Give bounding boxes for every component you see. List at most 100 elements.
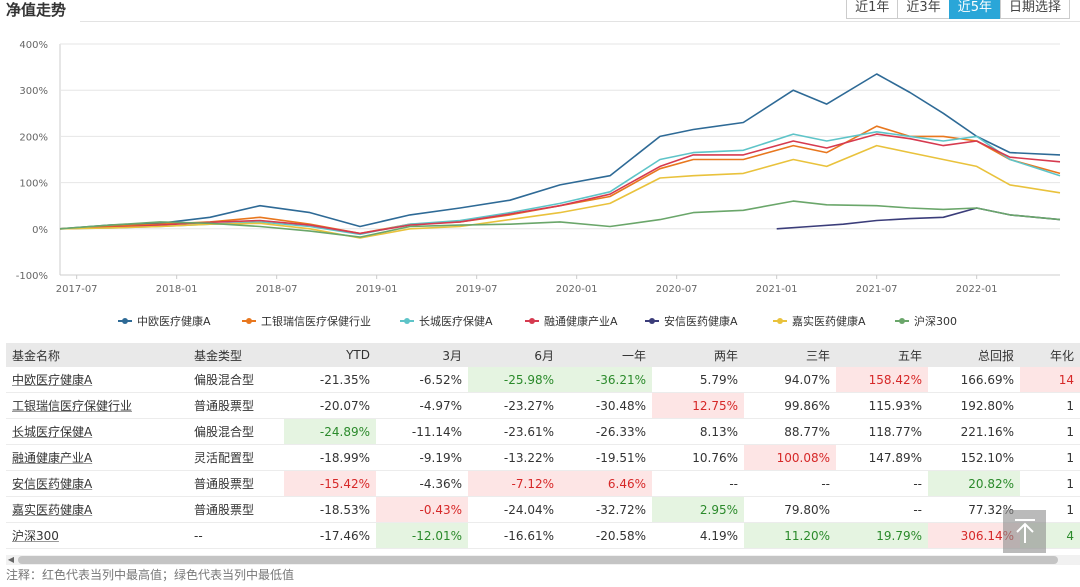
- return-cell: 20.82%: [928, 470, 1020, 497]
- x-tick-label: 2018-01: [156, 284, 198, 295]
- column-header[interactable]: YTD: [284, 343, 376, 367]
- return-cell: 166.69%: [928, 367, 1020, 393]
- return-cell: -18.53%: [284, 496, 376, 523]
- return-cell: -24.04%: [468, 496, 560, 523]
- return-cell: 11.20%: [744, 522, 836, 549]
- return-cell: -9.19%: [376, 444, 468, 471]
- period-tab-3[interactable]: 日期选择: [999, 0, 1070, 19]
- return-cell: -13.22%: [468, 444, 560, 471]
- return-cell: -24.89%: [284, 418, 376, 445]
- return-cell: -36.21%: [560, 367, 652, 393]
- column-header[interactable]: 一年: [560, 343, 652, 367]
- return-cell: 192.80%: [928, 392, 1020, 419]
- return-cell: 1: [1020, 444, 1080, 471]
- table-note: 注释：红色代表当列中最高值；绿色代表当列中最低值: [6, 568, 295, 582]
- column-header[interactable]: 总回报: [928, 343, 1020, 367]
- legend-label: 融通健康产业A: [544, 315, 618, 328]
- legend-label: 长城医疗保健A: [419, 315, 493, 328]
- series-line-4: [776, 207, 1061, 230]
- legend-label: 中欧医疗健康A: [137, 315, 211, 328]
- fund-type-cell: 普通股票型: [188, 392, 284, 419]
- period-tab-2[interactable]: 近5年: [948, 0, 1001, 19]
- x-tick-label: 2020-07: [656, 284, 698, 295]
- return-cell: -23.61%: [468, 418, 560, 445]
- legend-swatch-icon: [400, 318, 414, 324]
- fund-name-link[interactable]: 长城医疗保健A: [12, 425, 93, 439]
- period-tab-1[interactable]: 近3年: [897, 0, 950, 19]
- column-header[interactable]: 基金名称: [6, 343, 188, 367]
- column-header[interactable]: 基金类型: [188, 343, 284, 367]
- legend-item-1[interactable]: 工银瑞信医疗保健行业: [242, 314, 371, 328]
- fund-name-cell: 沪深300: [6, 522, 188, 549]
- scroll-thumb[interactable]: [18, 556, 1058, 564]
- return-cell: 99.86%: [744, 392, 836, 419]
- fund-name-cell: 融通健康产业A: [6, 444, 188, 471]
- return-cell: 147.89%: [836, 444, 928, 471]
- legend-item-3[interactable]: 融通健康产业A: [525, 314, 618, 328]
- return-cell: -7.12%: [468, 470, 560, 497]
- legend-swatch-icon: [525, 318, 539, 324]
- fund-name-link[interactable]: 中欧医疗健康A: [12, 373, 93, 387]
- return-cell: -17.46%: [284, 522, 376, 549]
- legend-item-0[interactable]: 中欧医疗健康A: [118, 314, 211, 328]
- column-header[interactable]: 两年: [652, 343, 744, 367]
- chart-header: 净值走势 近1年 近3年 近5年 日期选择: [0, 0, 1080, 24]
- period-tab-0[interactable]: 近1年: [846, 0, 899, 19]
- return-cell: 8.13%: [652, 418, 744, 445]
- legend-item-6[interactable]: 沪深300: [895, 314, 957, 328]
- period-tabs: 近1年 近3年 近5年 日期选择: [846, 0, 1070, 19]
- column-header[interactable]: 6月: [468, 343, 560, 367]
- fund-name-cell: 长城医疗保健A: [6, 418, 188, 445]
- fund-type-cell: 普通股票型: [188, 496, 284, 523]
- fund-name-link[interactable]: 安信医药健康A: [12, 477, 93, 491]
- fund-name-link[interactable]: 嘉实医药健康A: [12, 503, 93, 517]
- return-cell: 1: [1020, 470, 1080, 497]
- legend-item-2[interactable]: 长城医疗保健A: [400, 314, 493, 328]
- column-header[interactable]: 年化: [1020, 343, 1080, 367]
- series-line-3: [59, 133, 1061, 235]
- return-cell: -6.52%: [376, 367, 468, 393]
- x-tick-label: 2020-01: [556, 284, 598, 295]
- legend-swatch-icon: [773, 318, 787, 324]
- fund-name-link[interactable]: 沪深300: [12, 529, 59, 543]
- legend-item-5[interactable]: 嘉实医药健康A: [773, 314, 866, 328]
- y-tick-label: 300%: [19, 86, 48, 97]
- series-line-1: [59, 125, 1061, 235]
- return-cell: 1: [1020, 418, 1080, 445]
- return-cell: 6.46%: [560, 470, 652, 497]
- return-cell: -20.58%: [560, 522, 652, 549]
- column-header[interactable]: 五年: [836, 343, 928, 367]
- fund-name-cell: 嘉实医药健康A: [6, 496, 188, 523]
- fund-name-link[interactable]: 工银瑞信医疗保健行业: [12, 399, 133, 413]
- fund-type-cell: 灵活配置型: [188, 444, 284, 471]
- nav-line-chart: 400% 300% 200% 100% 0% -100% 2017-07 2018-01 201…: [16, 40, 1061, 295]
- x-tick-label: 2022-01: [956, 284, 998, 295]
- y-tick-label: 100%: [19, 179, 48, 190]
- scroll-left-arrow-icon[interactable]: ◀: [7, 555, 15, 564]
- return-cell: 100.08%: [744, 444, 836, 471]
- back-to-top-button[interactable]: [1003, 510, 1046, 553]
- return-cell: -12.01%: [376, 522, 468, 549]
- return-cell: 79.80%: [744, 496, 836, 523]
- x-tick-label: 2021-01: [756, 284, 798, 295]
- return-cell: 88.77%: [744, 418, 836, 445]
- series-line-6: [59, 200, 1061, 238]
- return-cell: -19.51%: [560, 444, 652, 471]
- fund-name-link[interactable]: 融通健康产业A: [12, 451, 93, 465]
- legend-item-4[interactable]: 安信医药健康A: [645, 314, 738, 328]
- legend-swatch-icon: [895, 318, 909, 324]
- return-cell: --: [652, 470, 744, 497]
- return-cell: -20.07%: [284, 392, 376, 419]
- x-tick-label: 2019-01: [356, 284, 398, 295]
- x-tick-label: 2017-07: [56, 284, 98, 295]
- return-cell: -4.97%: [376, 392, 468, 419]
- table-row: 长城医疗保健A 偏股混合型 -24.89% -11.14% -23.61% -26.33%…: [6, 418, 1080, 445]
- legend-label: 安信医药健康A: [664, 315, 738, 328]
- column-header[interactable]: 三年: [744, 343, 836, 367]
- return-cell: 5.79%: [652, 367, 744, 393]
- return-cell: -4.36%: [376, 470, 468, 497]
- return-cell: 221.16%: [928, 418, 1020, 445]
- chart-legend: 中欧医疗健康A 工银瑞信医疗保健行业 长城医疗保健A 融通健康产业A 安信医药健康A 嘉实…: [0, 312, 1080, 330]
- horizontal-scrollbar[interactable]: ◀: [6, 555, 1080, 565]
- column-header[interactable]: 3月: [376, 343, 468, 367]
